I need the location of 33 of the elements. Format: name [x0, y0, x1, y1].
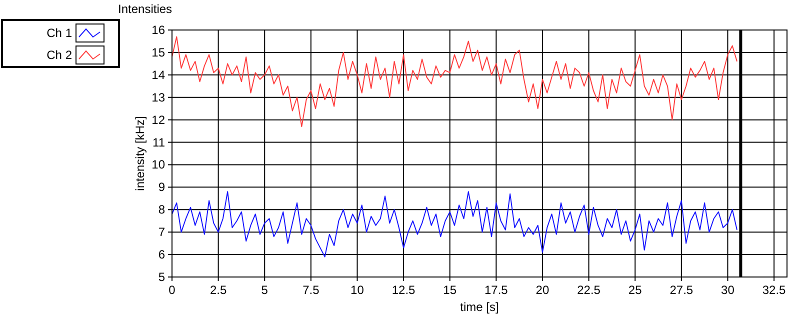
x-tick-label: 7.5 [302, 283, 320, 297]
y-tick-label: 8 [158, 202, 166, 217]
line-series [172, 36, 738, 128]
x-tick-label: 22.5 [577, 283, 601, 297]
y-tick-label: 11 [152, 135, 166, 150]
x-tick-label: 12.5 [392, 283, 416, 297]
y-tick-label: 7 [158, 225, 166, 240]
x-tick-label: 17.5 [484, 283, 508, 297]
x-tick-label: 30 [721, 283, 735, 297]
x-tick-label: 10 [350, 283, 364, 297]
y-tick-label: 9 [158, 180, 166, 194]
chart-title: Intensities [118, 2, 172, 16]
legend-label: Ch 1 [46, 26, 72, 40]
y-tick-label: 5 [158, 270, 166, 284]
y-tick-label: 14 [152, 68, 166, 82]
line-series [172, 191, 738, 258]
x-tick-label: 32.5 [762, 283, 786, 297]
x-tick-label: 0 [168, 283, 176, 297]
x-tick-label: 25 [628, 283, 642, 297]
y-tick-label: 10 [152, 158, 166, 172]
y-tick-label: 15 [152, 45, 166, 60]
x-tick-label: 27.5 [670, 283, 694, 297]
y-tick-label: 13 [152, 90, 166, 104]
x-tick-label: 5 [261, 283, 268, 297]
y-tick-label: 12 [152, 112, 166, 127]
x-tick-label: 2.5 [210, 283, 227, 297]
y-tick-label: 16 [152, 23, 166, 37]
y-tick-label: 6 [158, 248, 166, 262]
x-tick-label: 20 [536, 283, 550, 297]
x-axis-title: time [s] [460, 300, 499, 314]
legend-label: Ch 2 [46, 48, 72, 62]
x-tick-label: 15 [443, 283, 457, 297]
y-axis-title: intensity [kHz] [133, 116, 147, 191]
